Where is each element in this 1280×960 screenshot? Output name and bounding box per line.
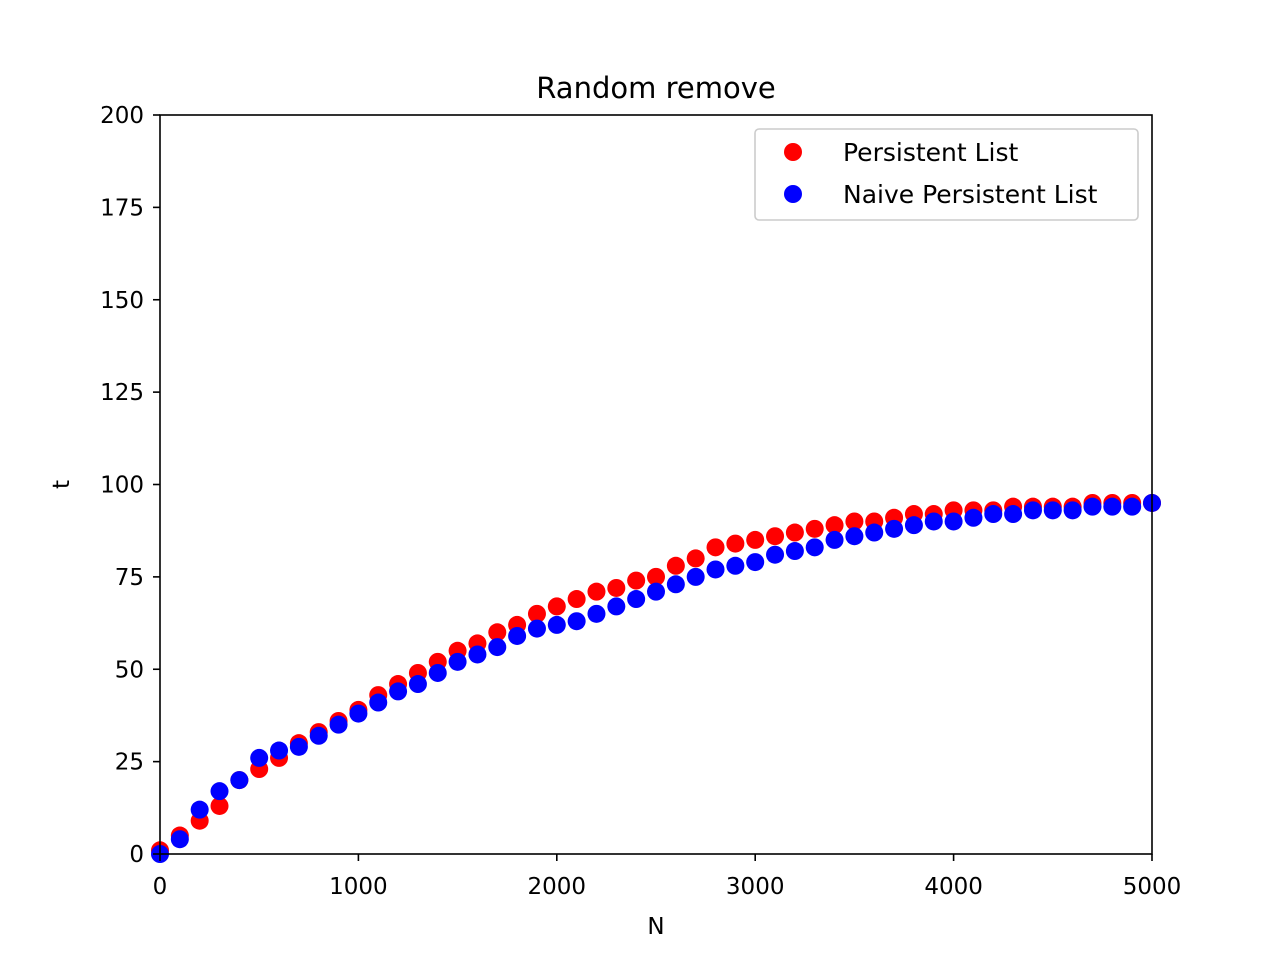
series-1 bbox=[151, 493, 1161, 863]
data-point bbox=[170, 830, 189, 849]
y-tick-label: 0 bbox=[129, 842, 144, 868]
legend-marker bbox=[784, 143, 802, 161]
x-axis-label: N bbox=[647, 914, 664, 940]
legend-box bbox=[754, 128, 1139, 221]
y-tick-label: 50 bbox=[115, 657, 144, 683]
data-point bbox=[904, 516, 923, 535]
data-point bbox=[547, 597, 566, 616]
data-point bbox=[587, 582, 606, 601]
data-point bbox=[547, 615, 566, 634]
data-point bbox=[250, 748, 269, 767]
plot-frame bbox=[159, 114, 1153, 855]
data-point bbox=[845, 527, 864, 546]
data-point bbox=[508, 626, 527, 645]
data-point bbox=[309, 726, 328, 745]
y-axis-label: t bbox=[49, 480, 75, 489]
data-point bbox=[587, 604, 606, 623]
data-point bbox=[1023, 501, 1042, 520]
data-point bbox=[567, 612, 586, 631]
data-point bbox=[785, 542, 804, 561]
legend-label: Persistent List bbox=[843, 138, 1019, 167]
y-axis: 0 25 50 75 100 125 150 175 200 bbox=[100, 103, 160, 868]
data-point bbox=[289, 737, 308, 756]
x-tick-label: 4000 bbox=[924, 874, 983, 900]
data-point bbox=[686, 549, 705, 568]
chart-title: Random remove bbox=[536, 71, 775, 105]
data-point bbox=[766, 545, 785, 564]
data-point bbox=[726, 556, 745, 575]
data-point bbox=[746, 553, 765, 572]
data-point bbox=[766, 527, 785, 546]
data-point bbox=[647, 582, 665, 601]
data-point bbox=[428, 663, 447, 682]
data-points bbox=[151, 493, 1161, 863]
data-point bbox=[190, 800, 209, 819]
y-tick-label: 150 bbox=[100, 288, 144, 314]
data-point bbox=[1083, 497, 1102, 516]
data-point bbox=[607, 578, 626, 597]
x-tick-label: 5000 bbox=[1123, 874, 1182, 900]
data-point bbox=[706, 538, 725, 557]
series-0 bbox=[151, 493, 1161, 860]
data-point bbox=[726, 534, 745, 553]
data-point bbox=[686, 567, 705, 586]
data-point bbox=[627, 590, 646, 609]
data-point bbox=[210, 796, 229, 815]
data-point bbox=[845, 512, 864, 531]
y-tick-label: 200 bbox=[100, 103, 144, 129]
x-axis: 0 1000 2000 3000 4000 5000 bbox=[153, 854, 1182, 900]
legend-label: Naive Persistent List bbox=[843, 180, 1098, 209]
data-point bbox=[1123, 497, 1142, 516]
data-point bbox=[785, 523, 804, 542]
data-point bbox=[666, 575, 685, 594]
data-point bbox=[567, 590, 586, 609]
data-point bbox=[349, 704, 368, 723]
data-point bbox=[984, 505, 1003, 524]
data-point bbox=[369, 693, 388, 712]
y-tick-label: 25 bbox=[115, 750, 144, 776]
data-point bbox=[468, 645, 487, 664]
data-point bbox=[408, 675, 427, 694]
data-point bbox=[527, 604, 546, 623]
data-point bbox=[270, 741, 289, 760]
data-point bbox=[944, 512, 963, 531]
y-tick-label: 100 bbox=[100, 473, 144, 499]
x-tick-label: 2000 bbox=[528, 874, 587, 900]
data-point bbox=[527, 619, 546, 638]
data-point bbox=[488, 638, 507, 657]
y-tick-label: 125 bbox=[100, 380, 144, 406]
data-point bbox=[924, 512, 943, 531]
data-point bbox=[230, 771, 249, 790]
data-point bbox=[1004, 505, 1023, 524]
data-point bbox=[825, 516, 844, 535]
data-point bbox=[706, 560, 725, 579]
data-point bbox=[865, 523, 884, 542]
x-tick-label: 0 bbox=[153, 874, 168, 900]
data-point bbox=[1043, 501, 1062, 520]
x-tick-label: 1000 bbox=[329, 874, 388, 900]
y-tick-label: 175 bbox=[100, 195, 144, 221]
data-point bbox=[210, 782, 229, 801]
legend-marker bbox=[784, 185, 802, 203]
data-point bbox=[805, 538, 824, 557]
data-point bbox=[1103, 497, 1122, 516]
data-point bbox=[448, 652, 467, 671]
data-point bbox=[666, 556, 685, 575]
data-point bbox=[607, 597, 626, 616]
data-point bbox=[964, 508, 983, 527]
data-point bbox=[647, 567, 665, 586]
x-tick-label: 3000 bbox=[726, 874, 785, 900]
data-point bbox=[389, 682, 408, 701]
data-point bbox=[329, 715, 348, 734]
data-point bbox=[805, 519, 824, 538]
legend: Persistent List Naive Persistent List bbox=[754, 128, 1139, 221]
data-point bbox=[627, 571, 646, 590]
data-point bbox=[885, 519, 904, 538]
data-point bbox=[1063, 501, 1082, 520]
data-point bbox=[488, 623, 507, 642]
y-tick-label: 75 bbox=[115, 565, 144, 591]
data-point bbox=[825, 530, 844, 549]
data-point bbox=[746, 530, 765, 549]
